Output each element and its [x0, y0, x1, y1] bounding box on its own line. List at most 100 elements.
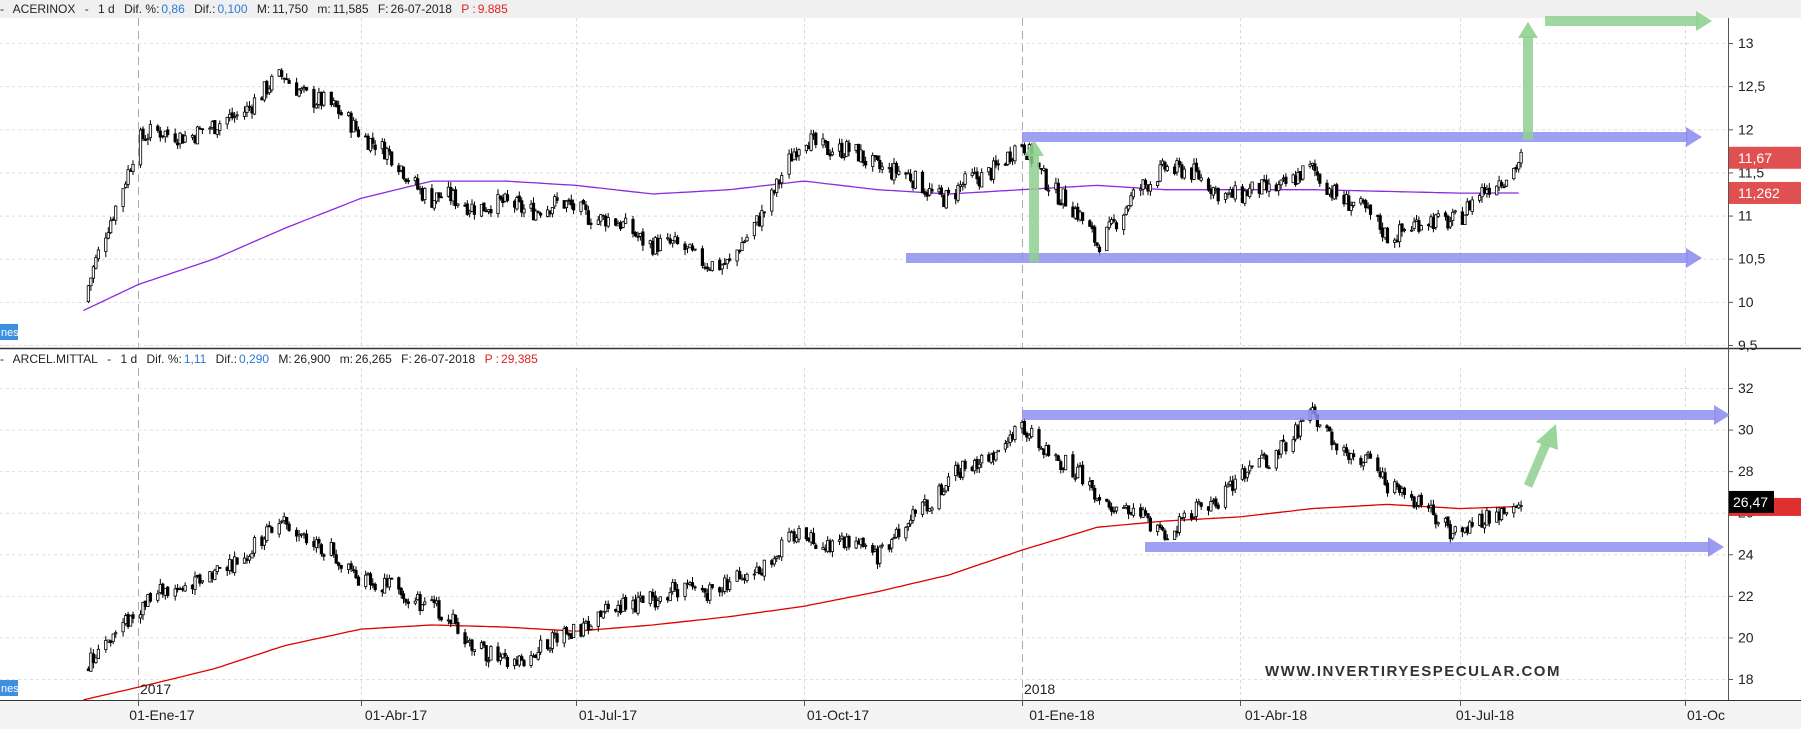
- candle-body: [1470, 522, 1474, 527]
- channel-bottom-arrow-2-head: [1708, 537, 1724, 557]
- max-value: 11,750: [272, 2, 308, 16]
- y-tick-label: 20: [1738, 629, 1754, 645]
- candle-body: [720, 264, 724, 270]
- candle-body: [1110, 506, 1114, 512]
- candle-body: [294, 82, 299, 96]
- candle-body: [1090, 479, 1094, 489]
- candle-body: [489, 208, 493, 214]
- candle-body: [141, 602, 145, 616]
- candle-body: [944, 484, 948, 492]
- candle-body: [332, 542, 336, 555]
- candle-body: [1383, 472, 1387, 485]
- candle-body: [1003, 443, 1008, 450]
- candle-body: [420, 604, 425, 611]
- candle-body: [91, 266, 95, 279]
- candle-body: [173, 588, 177, 597]
- candle-body: [1226, 192, 1230, 195]
- candle-body: [710, 261, 714, 271]
- candle-body: [1443, 212, 1448, 217]
- candle-body: [1480, 187, 1484, 198]
- candle-body: [346, 112, 351, 116]
- x-tick-label: 01-Abr-17: [365, 707, 427, 723]
- candle-body: [1487, 510, 1491, 524]
- candle-body: [651, 240, 655, 255]
- candle-body: [1298, 171, 1302, 181]
- candle-body: [245, 105, 249, 113]
- candle-body: [975, 171, 979, 180]
- candle-body: [1335, 443, 1339, 451]
- candle-body: [109, 220, 113, 234]
- candle-body: [861, 537, 865, 547]
- candle-body: [1223, 192, 1228, 200]
- candle-body: [1451, 211, 1455, 221]
- candle-body: [158, 584, 162, 593]
- candle-body: [1460, 527, 1464, 532]
- dif-pct-label: Dif. %:: [146, 352, 182, 366]
- candle-body: [1054, 454, 1058, 457]
- candle-body: [599, 214, 603, 222]
- candle-body: [878, 159, 882, 169]
- candle-body: [242, 557, 247, 564]
- candle-body: [356, 129, 361, 137]
- price-tag: [1729, 490, 1774, 513]
- candle-body: [285, 517, 289, 525]
- candle-body: [651, 592, 655, 598]
- candle-body: [230, 112, 234, 119]
- candle-body: [89, 652, 93, 672]
- candle-body: [1143, 179, 1148, 185]
- candle-body: [1209, 501, 1213, 512]
- date-label: F:: [401, 352, 412, 366]
- candle-body: [688, 243, 692, 249]
- candle-body: [1402, 229, 1406, 231]
- candle-body: [1037, 429, 1041, 449]
- candle-body: [1233, 478, 1237, 490]
- candle-body: [621, 221, 625, 228]
- candle-body: [1192, 163, 1196, 180]
- candle-body: [671, 240, 675, 244]
- candle-body: [252, 537, 257, 554]
- moving-average-line-red: [83, 503, 1519, 701]
- candle-body: [1414, 505, 1419, 508]
- candle-body: [529, 655, 533, 666]
- side-tag: [0, 680, 18, 696]
- candle-body: [456, 203, 460, 206]
- candle-body: [720, 590, 724, 593]
- candle-body: [121, 622, 125, 633]
- candle-body: [1512, 506, 1516, 514]
- x-tick-label: 01-Jul-18: [1456, 707, 1515, 723]
- candle-body: [453, 189, 458, 207]
- candle-body: [1352, 201, 1356, 206]
- candle-body: [1301, 419, 1305, 422]
- candle-body: [1281, 439, 1286, 442]
- candle-body: [656, 600, 660, 607]
- candle-body: [624, 597, 628, 610]
- candle-body: [840, 142, 844, 158]
- candle-body: [550, 632, 555, 649]
- candle-body: [1177, 516, 1181, 533]
- candle-body: [1093, 226, 1097, 243]
- candle-body: [339, 112, 343, 116]
- candle-body: [668, 238, 672, 244]
- candle-body: [314, 539, 319, 549]
- candle-body: [1107, 501, 1111, 508]
- candle-body: [775, 178, 779, 194]
- candle-body: [723, 262, 727, 265]
- candle-body: [166, 586, 170, 596]
- candle-body: [1095, 242, 1099, 246]
- candle-body: [775, 556, 779, 559]
- candle-body: [572, 203, 576, 211]
- candle-body: [1436, 522, 1440, 525]
- candle-body: [1364, 454, 1368, 463]
- candle-body: [423, 601, 427, 605]
- candle-body: [864, 160, 868, 166]
- candle-body: [550, 207, 555, 215]
- candle-body: [1318, 173, 1322, 184]
- candle-body: [631, 600, 635, 610]
- candle-body: [804, 527, 809, 540]
- candle-body: [505, 657, 510, 667]
- candle-body: [1500, 181, 1504, 187]
- candle-body: [1097, 496, 1102, 501]
- candle-body: [854, 540, 858, 549]
- candle-body: [1122, 214, 1126, 230]
